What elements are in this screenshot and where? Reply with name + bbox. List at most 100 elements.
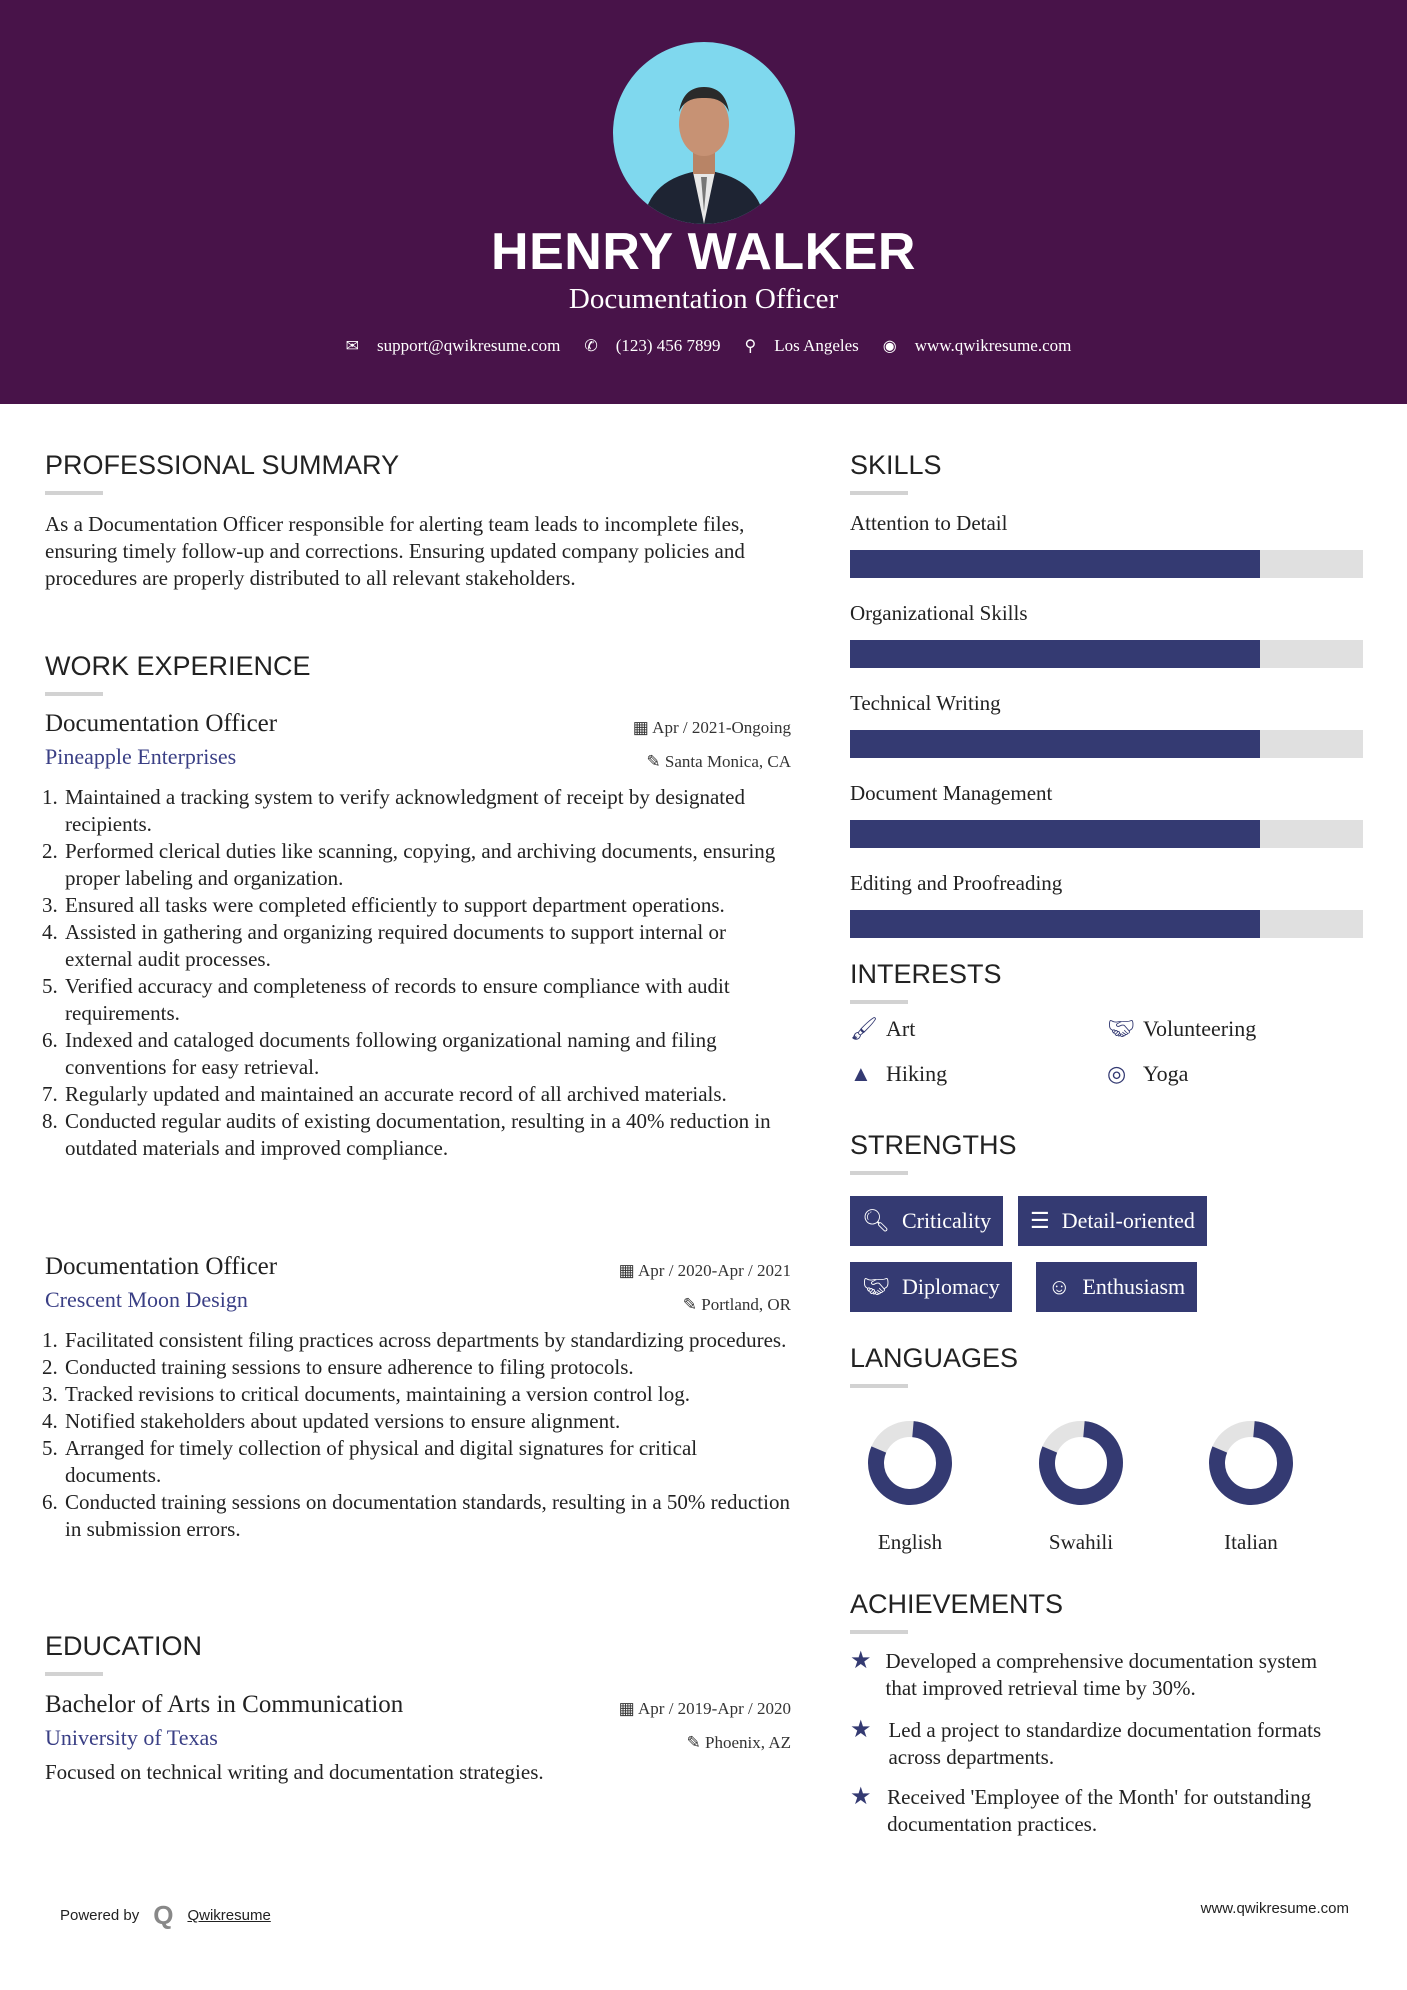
skill-bar-fill [850, 910, 1261, 938]
achievement: ★ Led a project to standardize documentat… [850, 1717, 1322, 1769]
achievement: ★ Developed a comprehensive documentation… [850, 1648, 1318, 1700]
duty: Maintained a tracking system to verify a… [63, 784, 791, 838]
job-title: Documentation Officer [45, 1253, 278, 1280]
location-icon: ⚲ [744, 338, 757, 355]
interest-volunteering: 🤝︎ Volunteering [1107, 1016, 1257, 1041]
job-location: ✎ Santa Monica, CA [646, 752, 791, 771]
skill-bar-fill [850, 820, 1261, 848]
footer-powered: Powered by Q Qwikresume [60, 1900, 271, 1931]
job-2: Documentation Officer ▦ Apr / 2020-Apr /… [45, 1253, 791, 1543]
handshake-icon: 🤝︎ [862, 1274, 890, 1299]
language-name: English [877, 1530, 943, 1554]
list-icon: ☰ [1030, 1208, 1050, 1233]
paintbrush-icon: 🖌︎ [850, 1016, 878, 1041]
phone: (123) 456 7899 [615, 336, 721, 355]
achievement: ★ Received 'Employee of the Month' for ou… [850, 1784, 1312, 1836]
education-location: ✎ Phoenix, AZ [686, 1733, 791, 1752]
profile-photo [613, 42, 795, 224]
duty: Facilitated consistent filing practices … [63, 1327, 791, 1354]
job-title: Documentation Officer [45, 710, 278, 737]
search-icon: 🔍︎ [862, 1208, 890, 1233]
footer-url[interactable]: www.qwikresume.com [1200, 1900, 1349, 1917]
duty: Conducted training sessions on documenta… [63, 1489, 791, 1543]
duty: Conducted training sessions to ensure ad… [63, 1354, 791, 1381]
education-date: ▦ Apr / 2019-Apr / 2020 [618, 1699, 791, 1718]
contact-bar: ✉ support@qwikresume.com ✆ (123) 456 7899 … [0, 336, 1407, 356]
language-donut [1209, 1421, 1293, 1505]
strength-diplomacy: 🤝︎ Diplomacy [850, 1262, 1012, 1312]
strength-detail-oriented: ☰ Detail-oriented [1018, 1196, 1207, 1246]
languages-heading: LANGUAGES [850, 1343, 1018, 1388]
handshake-icon: 🤝︎ [1107, 1016, 1135, 1041]
strength-criticality: 🔍︎ Criticality [850, 1196, 1004, 1246]
pin-icon: ✎ [646, 752, 665, 771]
tree-icon: ▲ [850, 1061, 872, 1086]
interest-yoga: ◎ Yoga [1107, 1061, 1189, 1086]
email[interactable]: support@qwikresume.com [377, 336, 561, 355]
language-swahili: Swahili [1021, 1418, 1141, 1555]
skill-bar [850, 820, 1363, 848]
degree: Bachelor of Arts in Communication [45, 1691, 404, 1718]
duty: Performed clerical duties like scanning,… [63, 838, 791, 892]
star-icon: ★ [850, 1784, 872, 1810]
skill-name: Organizational Skills [850, 601, 1028, 625]
brand-link[interactable]: Qwikresume [187, 1907, 271, 1924]
location: Los Angeles [774, 336, 859, 355]
lifering-icon: ◎ [1107, 1061, 1127, 1086]
skill-bar [850, 640, 1363, 668]
experience-heading: WORK EXPERIENCE [45, 651, 311, 696]
language-name: Italian [1224, 1530, 1278, 1554]
duty: Verified accuracy and completeness of re… [63, 973, 791, 1027]
language-italian: Italian [1191, 1418, 1311, 1555]
globe-icon: ◉ [882, 338, 897, 355]
job-duties: Facilitated consistent filing practices … [45, 1327, 791, 1543]
duty: Regularly updated and maintained an accu… [63, 1081, 791, 1108]
education-entry: Bachelor of Arts in Communication ▦ Apr … [45, 1691, 791, 1786]
job-location: ✎ Portland, OR [682, 1295, 791, 1314]
star-icon: ★ [850, 1717, 872, 1743]
pin-icon: ✎ [686, 1733, 706, 1752]
smile-icon: ☺ [1048, 1274, 1071, 1299]
language-name: Swahili [1048, 1530, 1114, 1554]
interests-heading: INTERESTS [850, 959, 1002, 1004]
skill-bar [850, 730, 1363, 758]
strengths-heading: STRENGTHS [850, 1130, 1017, 1175]
duty: Assisted in gathering and organizing req… [63, 919, 791, 973]
summary-heading: PROFESSIONAL SUMMARY [45, 450, 399, 495]
skills-list: Attention to Detail Organizational Skill… [850, 511, 1363, 961]
achievements-heading: ACHIEVEMENTS [850, 1589, 1063, 1634]
skill-bar-fill [850, 550, 1261, 578]
language-donut [868, 1421, 952, 1505]
skill-bar [850, 550, 1363, 578]
skill-bar-fill [850, 640, 1261, 668]
calendar-icon: ▦ [632, 718, 653, 737]
pin-icon: ✎ [682, 1295, 702, 1314]
duty: Indexed and cataloged documents followin… [63, 1027, 791, 1081]
skills-heading: SKILLS [850, 450, 942, 495]
header: HENRY WALKER Documentation Officer ✉ supp… [0, 0, 1407, 404]
duty: Arranged for timely collection of physic… [63, 1435, 791, 1489]
phone-icon: ✆ [584, 338, 598, 355]
website[interactable]: www.qwikresume.com [914, 336, 1072, 355]
duty: Tracked revisions to critical documents,… [63, 1381, 791, 1408]
school: University of Texas [45, 1725, 218, 1750]
email-icon: ✉ [345, 338, 360, 355]
job-date: ▦ Apr / 2020-Apr / 2021 [618, 1261, 791, 1280]
job-date: ▦ Apr / 2021-Ongoing [632, 718, 791, 737]
interest-art: 🖌︎ Art [850, 1016, 916, 1041]
job-1: Documentation Officer ▦ Apr / 2021-Ongoi… [45, 710, 791, 1162]
education-description: Focused on technical writing and documen… [45, 1760, 544, 1784]
language-donut [1039, 1421, 1123, 1505]
duty: Notified stakeholders about updated vers… [63, 1408, 791, 1435]
summary-text: As a Documentation Officer responsible f… [45, 512, 745, 590]
strength-enthusiasm: ☺ Enthusiasm [1036, 1262, 1198, 1312]
job-duties: Maintained a tracking system to verify a… [45, 784, 791, 1162]
skill-name: Editing and Proofreading [850, 871, 1063, 895]
skill-name: Technical Writing [850, 691, 1001, 715]
company: Crescent Moon Design [45, 1287, 248, 1312]
calendar-icon: ▦ [618, 1261, 639, 1280]
skill-name: Attention to Detail [850, 511, 1008, 535]
qwikresume-logo-icon: Q [153, 1900, 174, 1930]
company: Pineapple Enterprises [45, 744, 237, 769]
candidate-title: Documentation Officer [568, 283, 839, 315]
